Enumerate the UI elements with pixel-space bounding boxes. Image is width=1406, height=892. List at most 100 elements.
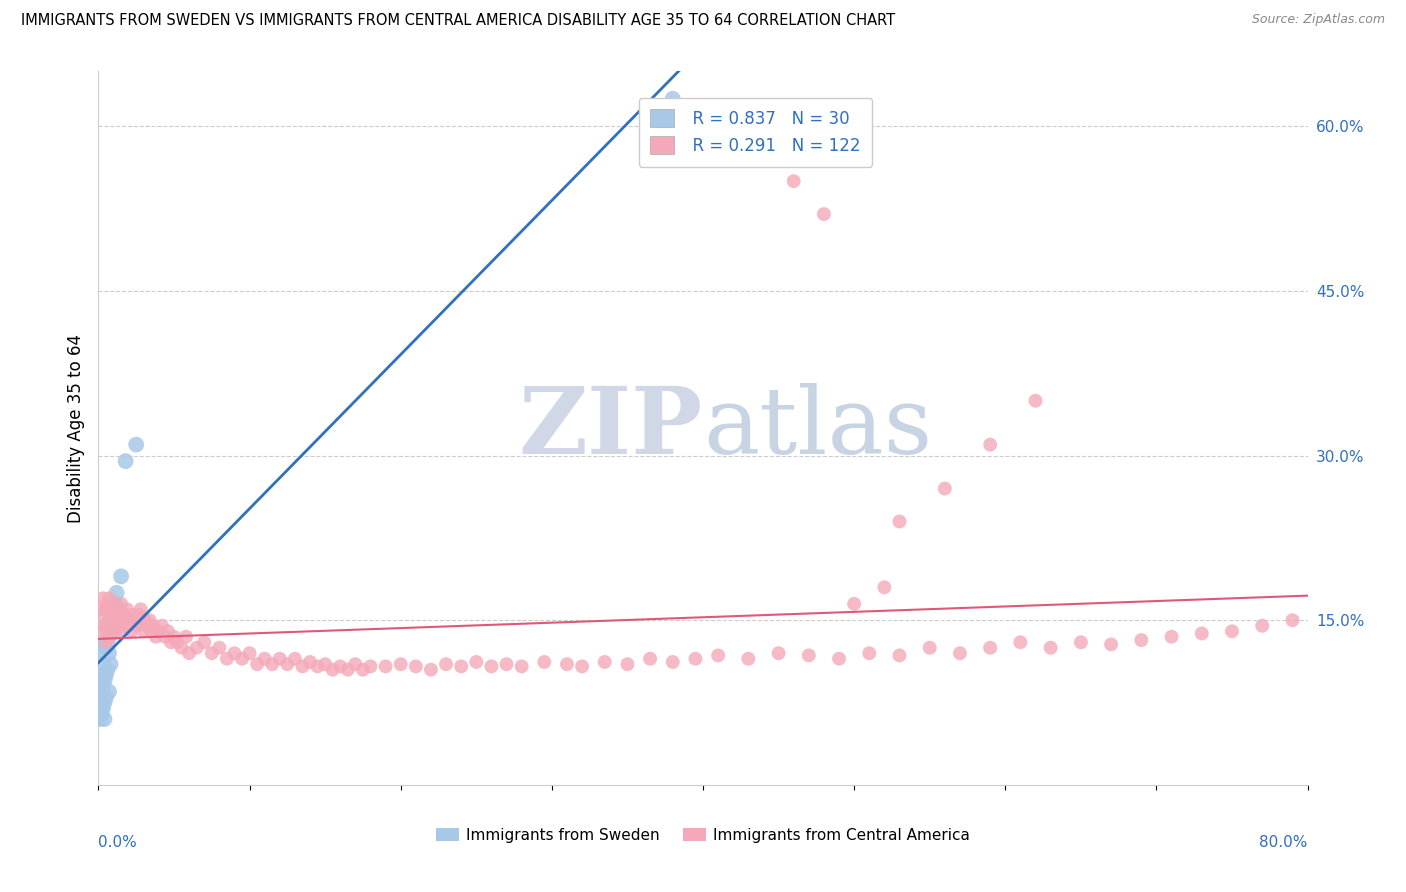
Point (638, 651, 661, 665)
Point (94, 640, 117, 655)
Point (1130, 633, 1153, 648)
Point (90, 668, 112, 682)
Point (156, 624, 179, 639)
Point (661, 655, 683, 669)
Point (420, 663, 443, 677)
Point (1039, 640, 1062, 655)
Point (94, 635, 117, 649)
Point (262, 657, 284, 672)
Point (104, 597, 127, 611)
Point (100, 657, 122, 672)
Point (104, 624, 127, 639)
Point (91, 607, 114, 622)
Point (450, 659, 472, 673)
Point (1281, 613, 1303, 627)
Point (685, 651, 707, 665)
Point (1070, 635, 1092, 649)
Point (284, 651, 307, 665)
Point (125, 437, 148, 451)
Point (276, 657, 298, 672)
Point (134, 613, 156, 627)
Point (170, 640, 193, 655)
Point (163, 630, 186, 644)
Point (96, 635, 118, 649)
Point (510, 659, 533, 673)
Point (873, 580, 896, 594)
Point (1160, 630, 1182, 644)
Point (389, 657, 412, 672)
Point (783, 174, 806, 188)
Point (934, 482, 956, 496)
Point (91, 635, 114, 649)
Point (307, 659, 329, 673)
Point (124, 619, 146, 633)
Y-axis label: Disability Age 35 to 64: Disability Age 35 to 64 (66, 334, 84, 523)
Point (111, 613, 134, 627)
Text: ZIP: ZIP (519, 384, 703, 473)
Point (96, 663, 118, 677)
Point (828, 651, 851, 665)
Point (93, 673, 115, 688)
Point (125, 613, 148, 627)
Point (103, 619, 125, 633)
Point (434, 657, 457, 672)
Point (889, 648, 911, 663)
Point (571, 659, 593, 673)
Point (661, 92, 683, 106)
Point (1099, 637, 1122, 651)
Point (98, 684, 121, 698)
Point (352, 663, 374, 677)
Point (94, 619, 117, 633)
Point (110, 597, 132, 611)
Point (112, 619, 135, 633)
Point (707, 648, 730, 663)
Point (103, 619, 125, 633)
Point (979, 437, 1001, 451)
Point (949, 646, 972, 660)
Point (1024, 393, 1046, 408)
Point (90, 690, 112, 705)
Point (322, 663, 344, 677)
Point (91, 679, 114, 693)
Point (1191, 626, 1213, 640)
Text: Source: ZipAtlas.com: Source: ZipAtlas.com (1251, 13, 1385, 27)
Point (89, 696, 111, 710)
Point (114, 607, 136, 622)
Point (360, 659, 382, 673)
Point (141, 624, 163, 639)
Point (344, 657, 367, 672)
Point (89, 712, 111, 726)
Point (299, 655, 322, 669)
Point (193, 635, 215, 649)
Point (105, 613, 128, 627)
Point (336, 663, 359, 677)
Point (166, 635, 188, 649)
Legend: Immigrants from Sweden, Immigrants from Central America: Immigrants from Sweden, Immigrants from … (430, 822, 976, 848)
Point (148, 624, 170, 639)
Point (253, 651, 276, 665)
Point (186, 640, 208, 655)
Point (142, 619, 165, 633)
Point (465, 655, 488, 669)
Point (110, 569, 132, 583)
Point (224, 646, 246, 660)
Point (115, 602, 138, 616)
Point (89, 602, 111, 616)
Point (314, 657, 336, 672)
Point (150, 619, 173, 633)
Point (858, 646, 880, 660)
Point (201, 646, 224, 660)
Point (593, 655, 616, 669)
Point (89, 646, 111, 660)
Point (246, 657, 269, 672)
Point (105, 586, 128, 600)
Point (495, 657, 517, 672)
Point (1220, 624, 1243, 639)
Point (100, 630, 122, 644)
Text: 80.0%: 80.0% (1260, 835, 1308, 850)
Point (1251, 619, 1274, 633)
Point (153, 630, 176, 644)
Point (737, 651, 759, 665)
Point (120, 613, 142, 627)
Point (94, 668, 117, 682)
